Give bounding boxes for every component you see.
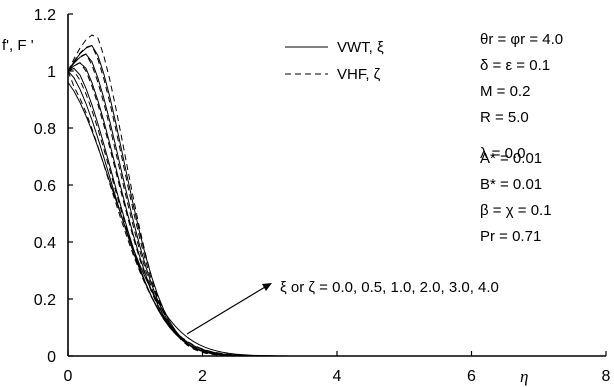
y-tick-label: 1.2: [34, 7, 56, 24]
vhf-dashed-curve-9: [67, 53, 606, 357]
x-axis-title: η: [520, 367, 528, 386]
parameter-list: θr = φr = 4.0 δ = ε = 0.1 M = 0.2 R = 5.…: [480, 31, 563, 245]
y-tick-label: 0.8: [34, 121, 56, 138]
param-delta-epsilon: δ = ε = 0.1: [480, 57, 550, 74]
param-lambda: λ = 0.0: [480, 145, 525, 162]
annotation-label: ξ or ζ = 0.0, 0.5, 1.0, 2.0, 3.0, 4.0: [280, 279, 499, 296]
x-tick-label: 6: [467, 368, 476, 385]
legend-label-vwt: VWT, ξ: [337, 39, 384, 56]
x-tick-label: 8: [602, 368, 611, 385]
y-tick-label: 0.2: [34, 292, 56, 309]
param-b-star: B* = 0.01: [480, 176, 542, 193]
param-beta-chi: β = χ = 0.1: [480, 202, 552, 219]
y-tick-label: 0: [47, 349, 56, 366]
tick-layer: 0 2 4 6 8 0 0.2 0.4 0.6 0.8 1 1.2: [34, 7, 611, 385]
param-m: M = 0.2: [480, 83, 530, 100]
legend: VWT, ξ VHF, ζ: [285, 39, 384, 83]
param-theta-phi: θr = φr = 4.0: [480, 31, 563, 48]
x-tick-label: 2: [198, 368, 207, 385]
y-tick-label: 0.6: [34, 178, 56, 195]
y-tick-label: 0.4: [34, 235, 56, 252]
x-tick-label: 0: [64, 368, 73, 385]
param-a-star-visible: A* = 0.01: [480, 150, 542, 167]
arrow-head: [262, 283, 272, 291]
legend-label-vhf: VHF, ζ: [337, 66, 381, 83]
param-pr: Pr = 0.71: [480, 228, 541, 245]
param-r: R = 5.0: [480, 109, 529, 126]
x-tick-label: 4: [333, 368, 342, 385]
y-axis-title: f', F ': [2, 37, 34, 54]
annotation-arrow: [186, 283, 272, 335]
arrow-shaft: [186, 283, 271, 335]
y-tick-label: 1: [47, 64, 56, 81]
